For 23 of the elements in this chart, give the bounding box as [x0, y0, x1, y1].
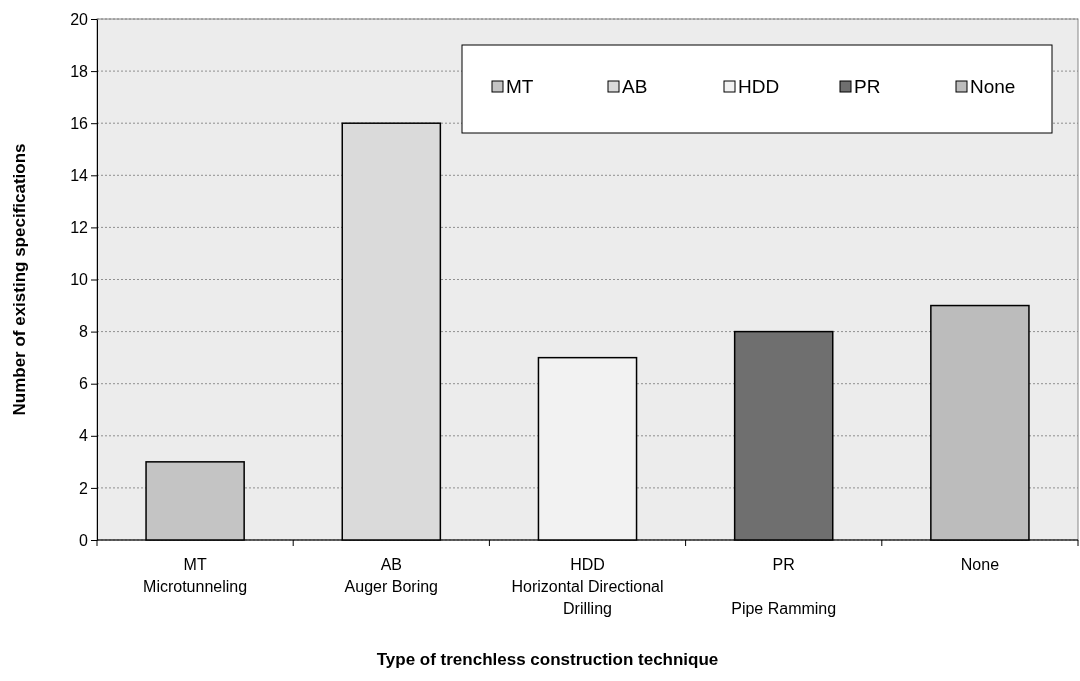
x-tick-label: AB Auger Boring — [344, 556, 438, 595]
legend-label: None — [970, 76, 1016, 97]
y-tick-label: 2 — [79, 479, 89, 497]
y-tick-label: 16 — [70, 114, 89, 132]
legend-label: MT — [506, 76, 534, 97]
y-tick-label: 6 — [79, 375, 89, 393]
y-tick-label: 4 — [79, 427, 89, 445]
y-tick-label: 8 — [79, 323, 89, 341]
category-label: PR Pipe Ramming — [731, 556, 837, 617]
y-tick-label: 0 — [79, 531, 89, 549]
legend-label: AB — [622, 76, 648, 97]
x-tick-label: HDD Horizontal Directional Drilling — [511, 556, 664, 617]
y-tick-label: 20 — [70, 10, 89, 28]
y-tick-label: 10 — [70, 271, 89, 289]
legend-label: PR — [854, 76, 881, 97]
x-axis-title: Type of trenchless construction technique — [376, 650, 719, 669]
x-tick-label: None — [960, 556, 1000, 573]
y-tick-label: 18 — [70, 62, 89, 80]
y-axis-title: Number of existing specifications — [10, 143, 29, 416]
y-tick-label: 14 — [70, 166, 89, 184]
x-tick-label: MT Microtunneling — [143, 556, 248, 595]
y-tick-label: 12 — [70, 219, 89, 237]
legend-label: HDD — [738, 76, 780, 97]
